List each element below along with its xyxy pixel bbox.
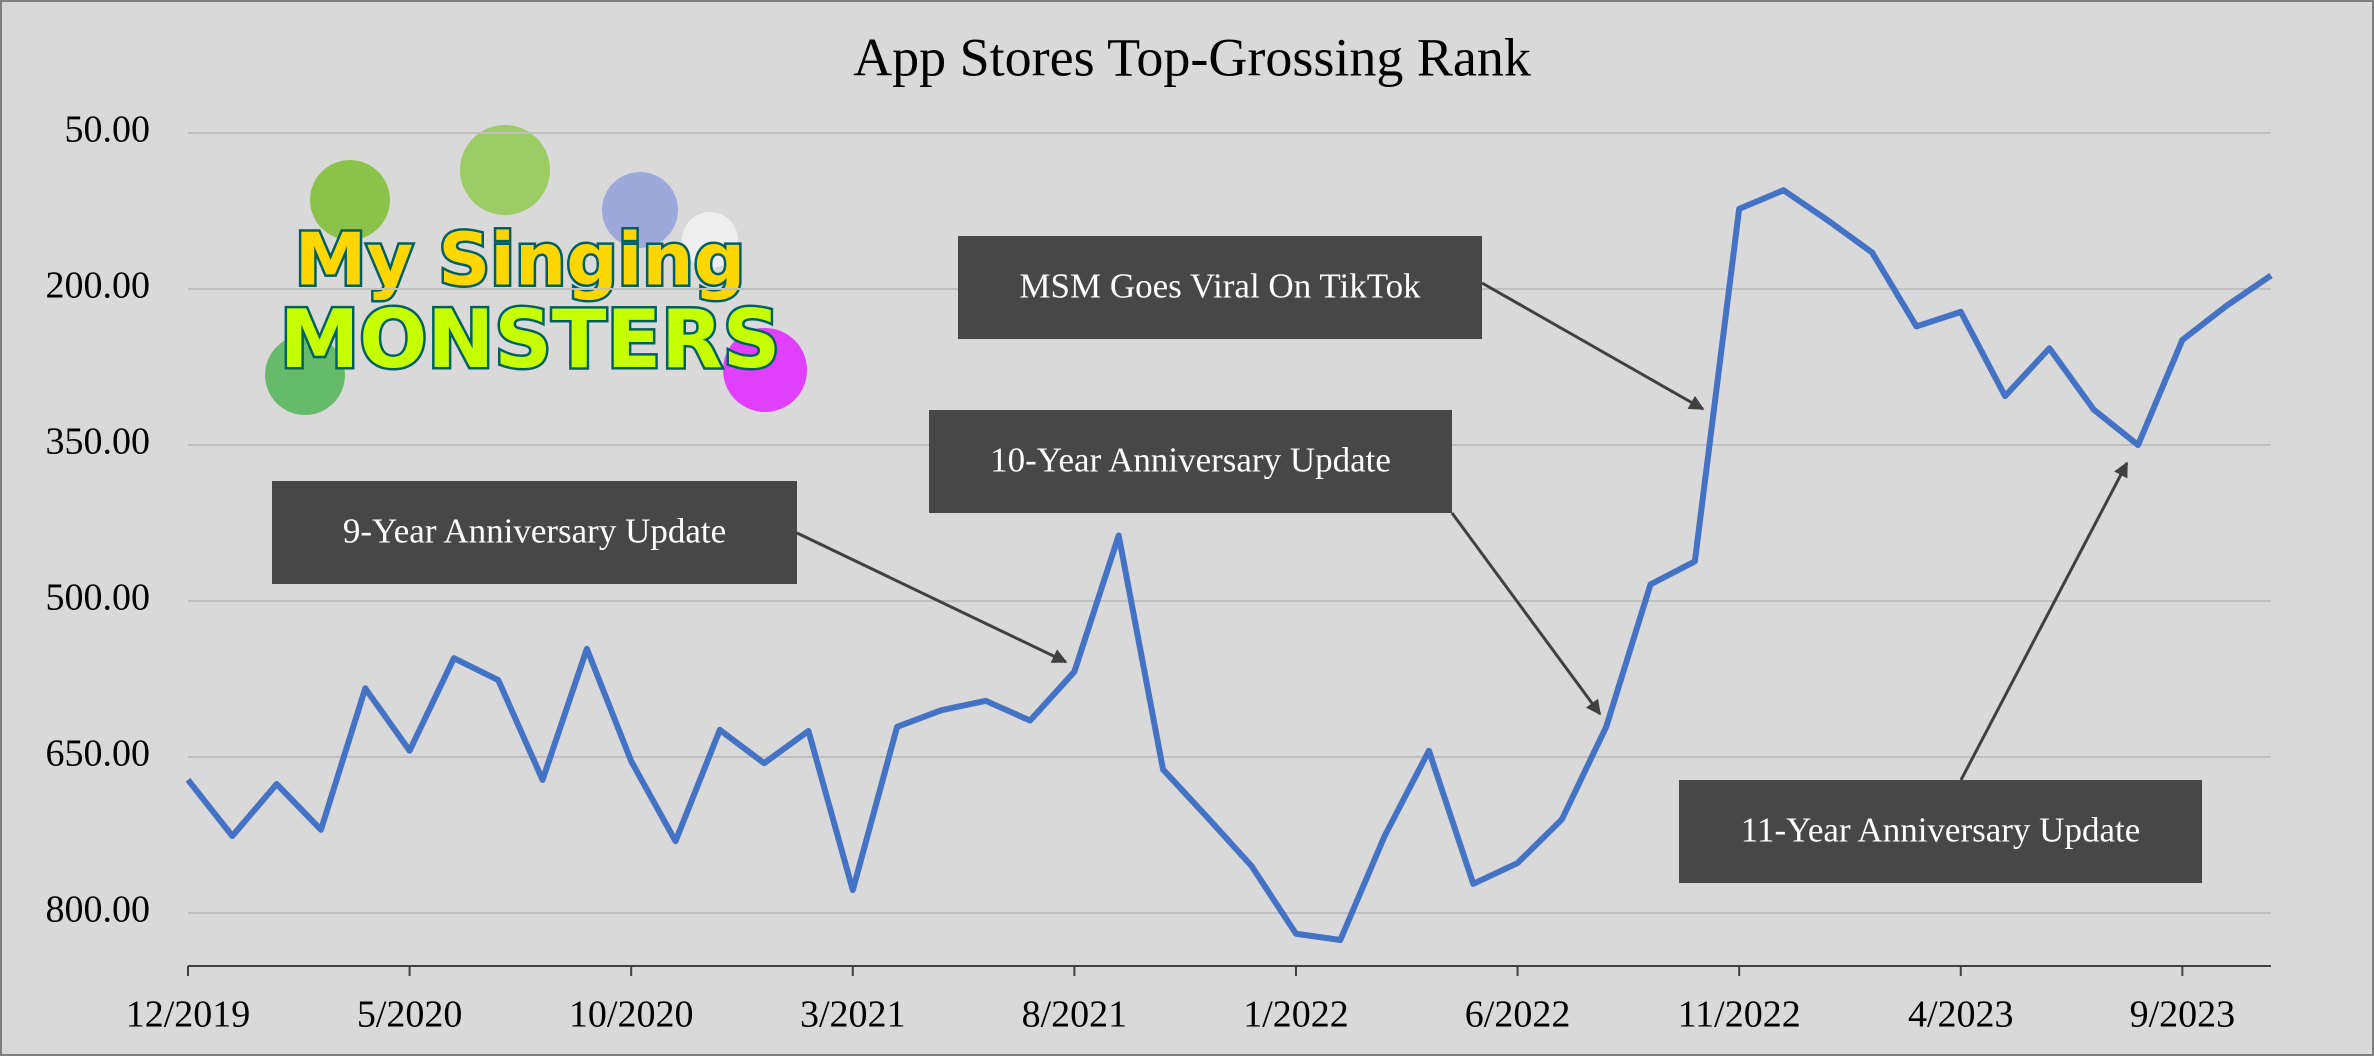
x-tick-label: 4/2023 [1908,994,2014,1036]
chart-title: App Stores Top-Grossing Rank [853,27,1531,87]
y-tick-label: 350.00 [46,421,151,463]
y-tick-label: 50.00 [65,109,151,151]
y-tick-label: 650.00 [46,733,151,775]
page: App Stores Top-Grossing Rank My Singing … [0,0,2374,1056]
x-tick-label: 10/2020 [569,994,694,1036]
x-tick-label: 9/2023 [2130,994,2236,1036]
x-tick-label: 12/2019 [126,994,251,1036]
logo-text: MONSTERS [280,293,781,386]
x-tick-label: 6/2022 [1465,994,1571,1036]
x-tick-label: 5/2020 [357,994,463,1036]
x-tick-label: 1/2022 [1243,994,1349,1036]
annotation-text: 10-Year Anniversary Update [990,441,1391,480]
annotation-text: 11-Year Anniversary Update [1741,811,2141,850]
annotation-text: MSM Goes Viral On TikTok [1019,267,1421,306]
y-tick-label: 800.00 [46,889,151,931]
x-tick-label: 8/2021 [1022,994,1128,1036]
annotation-text: 9-Year Anniversary Update [343,512,726,551]
chart: App Stores Top-Grossing Rank My Singing … [0,0,2374,1056]
x-tick-label: 3/2021 [800,994,906,1036]
x-tick-label: 11/2022 [1678,994,1801,1036]
y-tick-label: 500.00 [46,577,151,619]
logo-art [460,125,550,215]
y-tick-label: 200.00 [46,265,151,307]
